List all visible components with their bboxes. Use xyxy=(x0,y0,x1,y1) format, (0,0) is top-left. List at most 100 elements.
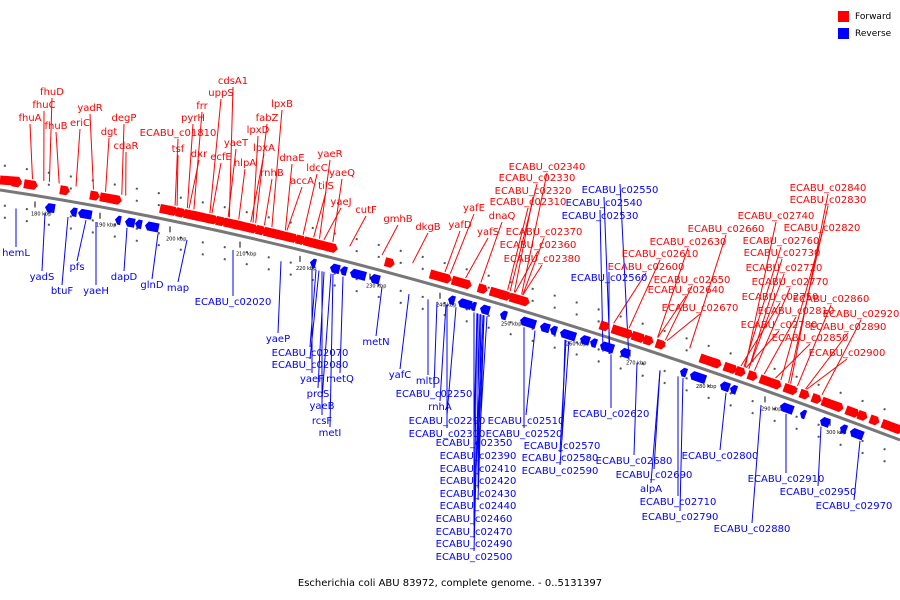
gene-label: ECABU_c02290 xyxy=(409,416,486,427)
gene-label: ECABU_c02500 xyxy=(436,552,513,563)
reverse-gene-arrow xyxy=(779,402,795,415)
gene-label: ECABU_c02970 xyxy=(816,501,893,512)
forward-gene-arrow xyxy=(746,370,758,381)
guide-dot xyxy=(443,261,446,265)
guide-dot xyxy=(575,301,578,304)
guide-dot xyxy=(443,301,446,305)
gene-label: ECABU_c02690 xyxy=(616,470,693,481)
gene-label: ECABU_c02900 xyxy=(809,348,886,359)
guide-dot xyxy=(179,248,182,251)
gene-label: fhuD xyxy=(40,87,64,98)
guide-dot xyxy=(663,381,666,385)
guide-dot xyxy=(47,183,50,186)
label-leader xyxy=(821,319,862,396)
guide-dot xyxy=(597,308,600,311)
genome-backbone xyxy=(0,188,900,442)
label-leader xyxy=(286,186,303,231)
guide-dot xyxy=(25,220,28,223)
reverse-gene-arrow xyxy=(840,424,849,435)
guide-dot xyxy=(861,399,864,403)
label-leader xyxy=(323,207,342,240)
genome-caption: Escherichia coli ABU 83972, complete gen… xyxy=(297,578,603,589)
guide-dot xyxy=(883,459,886,463)
gene-label: yaeR xyxy=(317,149,342,160)
label-leader xyxy=(176,154,179,206)
label-leaders xyxy=(15,86,862,552)
forward-gene-arrow xyxy=(231,219,242,230)
guide-dot xyxy=(267,256,270,259)
gene-label: ECABU_c02320 xyxy=(495,186,572,197)
reverse-gene-arrow xyxy=(699,374,708,385)
gene-label: yaeQ xyxy=(329,168,355,179)
label-leader xyxy=(477,315,485,501)
label-leader xyxy=(507,207,529,291)
label-leader xyxy=(744,221,777,368)
guide-dot xyxy=(223,246,226,249)
gene-label: rnhB xyxy=(260,168,284,179)
guide-dot xyxy=(861,451,864,455)
gene-label: ECABU_c02300 xyxy=(409,429,486,440)
gene-label: ECABU_c02540 xyxy=(566,198,643,209)
guide-dot xyxy=(421,307,424,311)
guide-dot xyxy=(553,294,556,297)
reverse-gene-arrow xyxy=(500,310,508,321)
guide-dot xyxy=(377,243,380,247)
label-leader xyxy=(751,404,762,524)
gene-label: accA xyxy=(290,176,314,187)
forward-gene-arrow xyxy=(844,405,860,418)
guide-dot xyxy=(157,231,160,235)
gene-label: ECABU_c02590 xyxy=(522,466,599,477)
gene-label: lpxB xyxy=(271,99,293,110)
label-leader xyxy=(263,178,273,226)
guide-dot xyxy=(91,231,94,234)
gene-label: ECABU_c02510 xyxy=(488,416,565,427)
guide-dot xyxy=(355,237,358,241)
guide-dot xyxy=(157,191,160,195)
gene-label: ECABU_c02950 xyxy=(780,487,857,498)
label-leader xyxy=(650,370,661,484)
guide-dot xyxy=(839,391,842,395)
tick-label: 300 kbp xyxy=(826,430,846,436)
gene-label: ECABU_c02780 xyxy=(741,320,818,331)
guide-dot xyxy=(311,226,314,230)
label-leader xyxy=(29,123,33,180)
forward-gene-arrow xyxy=(722,361,738,374)
gene-label: ECABU_c02420 xyxy=(440,476,517,487)
gene-label: rnhA xyxy=(428,402,452,413)
label-leader xyxy=(806,358,848,390)
label-leader xyxy=(41,213,46,272)
gene-label: ECABU_c02020 xyxy=(195,297,272,308)
gene-label: fhuC xyxy=(32,100,55,111)
gene-label: ECABU_c02410 xyxy=(440,464,517,475)
label-leader xyxy=(121,123,125,195)
guide-dot xyxy=(377,255,380,259)
gene-label: dnaE xyxy=(279,153,304,164)
guide-dot xyxy=(25,168,28,171)
gene-label: ECABU_c02570 xyxy=(524,441,601,452)
forward-gene-arrow xyxy=(734,365,746,377)
reverse-gene-arrow xyxy=(550,325,559,336)
reverse-gene-arrow xyxy=(448,295,456,306)
label-leader xyxy=(763,316,797,375)
label-leader xyxy=(381,224,399,256)
label-leader xyxy=(339,276,344,374)
gene-label: ECABU_c02460 xyxy=(436,514,513,525)
guide-dot xyxy=(69,215,72,218)
reverse-gene-arrow xyxy=(309,258,317,269)
gene-label: ECABU_c02600 xyxy=(608,262,685,273)
gene-label: eriC xyxy=(70,118,90,129)
gene-label: ECABU_c02720 xyxy=(746,263,823,274)
gene-label: ECABU_c02660 xyxy=(688,224,765,235)
guide-dot xyxy=(751,399,754,403)
gene-label: ECABU_c02250 xyxy=(396,389,473,400)
gene-label: metN xyxy=(362,337,389,348)
reverse-gene-arrow xyxy=(589,338,599,349)
gene-label: yaeJ xyxy=(330,197,351,208)
gene-label: ECABU_c02440 xyxy=(440,501,517,512)
label-leader xyxy=(329,274,334,428)
label-leader xyxy=(271,109,283,228)
gene-label: cutF xyxy=(355,205,377,216)
guide-dot xyxy=(663,329,666,333)
gene-label: cdaR xyxy=(114,141,139,152)
